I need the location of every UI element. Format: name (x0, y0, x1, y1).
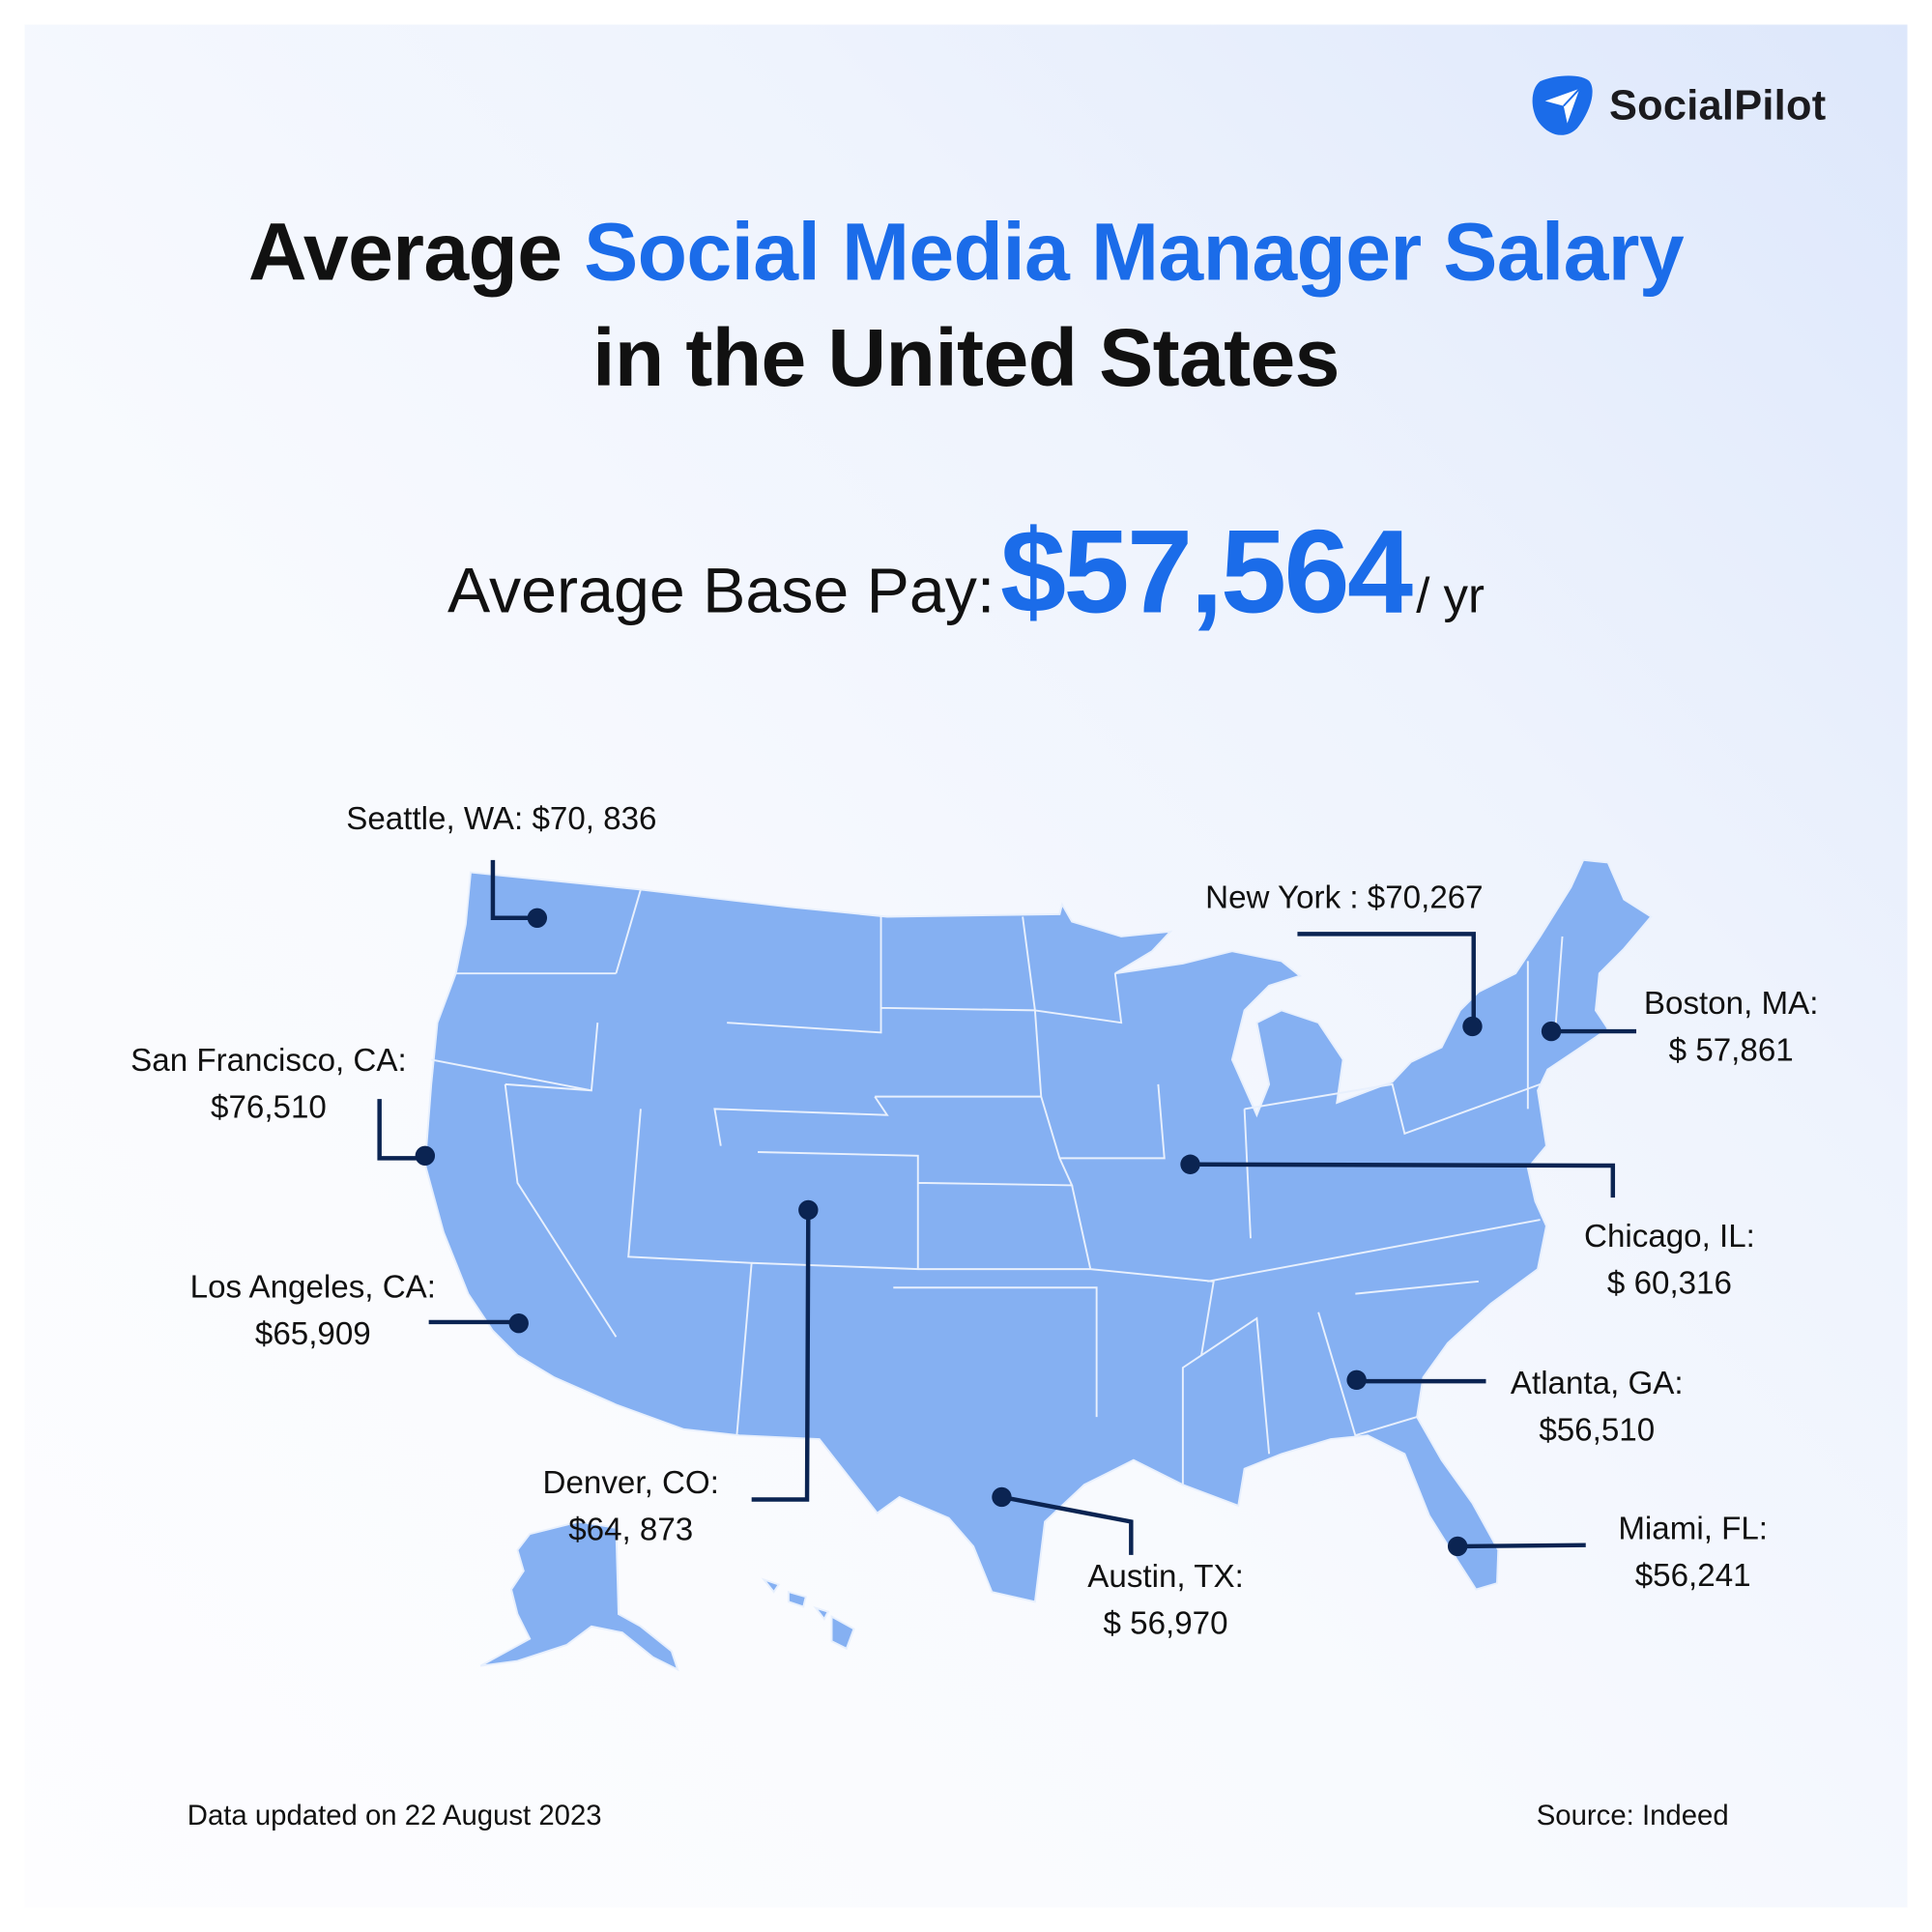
title-line-1: Average Social Media Manager Salary (0, 205, 1932, 299)
pay-value: $57,564 (999, 505, 1413, 639)
source-note: Source: Indeed (1536, 1799, 1729, 1831)
pay-label: Average Base Pay: (447, 555, 995, 627)
marker-austin (992, 1486, 1012, 1508)
marker-atlanta (1346, 1370, 1367, 1391)
callout-boston: Boston, MA: $ 57,861 (1644, 980, 1819, 1074)
sf-leader (377, 1099, 425, 1161)
marker-denver (798, 1199, 819, 1221)
marker-newyork (1462, 1016, 1483, 1037)
callout-los-angeles: Los Angeles, CA: $65,909 (190, 1263, 436, 1357)
callout-austin: Austin, TX: $ 56,970 (1087, 1552, 1244, 1646)
salary-label: $ 60,316 (1606, 1264, 1732, 1302)
marker-chicago (1180, 1154, 1200, 1174)
city-label: Austin, TX: (1087, 1557, 1244, 1595)
callout-denver: Denver, CO: $64, 873 (543, 1458, 719, 1552)
salary-label: $64, 873 (568, 1510, 694, 1548)
salary-label: $ 57,861 (1668, 1031, 1794, 1069)
city-label: Los Angeles, CA: (189, 1267, 436, 1306)
marker-la (508, 1313, 529, 1334)
hawaii (761, 1577, 855, 1651)
city-label: Chicago, IL: (1584, 1217, 1755, 1254)
salary-label: $76,510 (211, 1087, 327, 1125)
contiguous-us (423, 858, 1653, 1603)
city-label: Miami, FL: (1618, 1509, 1769, 1546)
salary-label: $ 56,970 (1103, 1603, 1228, 1642)
marker-boston (1541, 1021, 1562, 1042)
state-borders (431, 889, 1564, 1485)
miami-leader (1457, 1543, 1586, 1549)
paper-plane-icon (1532, 75, 1593, 135)
marker-sf (415, 1145, 436, 1167)
salary-label: $56,241 (1634, 1556, 1751, 1594)
socialpilot-logo: SocialPilot (1528, 72, 1827, 140)
callout-chicago: Chicago, IL: $ 60,316 (1584, 1212, 1755, 1306)
newyork-leader (1297, 932, 1476, 1026)
city-label: New York : $70,267 (1205, 878, 1484, 916)
callout-seattle: Seattle, WA: $70, 836 (346, 794, 656, 841)
callout-san-francisco: San Francisco, CA: $76,510 (130, 1036, 407, 1130)
pay-unit: / yr (1416, 568, 1485, 624)
title-line-2: in the United States (592, 311, 1340, 403)
alaska (479, 1520, 679, 1672)
callout-miami: Miami, FL: $56,241 (1618, 1505, 1768, 1599)
brand-name: SocialPilot (1608, 81, 1827, 130)
salary-label: $65,909 (254, 1314, 371, 1352)
seattle-leader (490, 859, 537, 921)
marker-miami (1447, 1536, 1468, 1557)
average-base-pay: Average Base Pay: $57,564 / yr (0, 505, 1932, 641)
city-label: Atlanta, GA: (1510, 1364, 1684, 1401)
callout-lines (377, 859, 1637, 1555)
title-black: Average (247, 205, 585, 298)
marker-seattle (527, 908, 548, 928)
city-label: San Francisco, CA: (130, 1041, 407, 1079)
callout-atlanta: Atlanta, GA: $56,510 (1511, 1359, 1684, 1453)
denver-leader (751, 1209, 811, 1502)
city-label: Seattle, WA: $70, 836 (346, 799, 657, 837)
data-updated-note: Data updated on 22 August 2023 (187, 1799, 602, 1831)
salary-label: $56,510 (1539, 1410, 1656, 1448)
city-markers (415, 908, 1562, 1557)
callout-new-york: New York : $70,267 (1205, 874, 1483, 920)
city-label: Boston, MA: (1643, 984, 1819, 1022)
title-highlight: Social Media Manager Salary (584, 205, 1685, 298)
city-label: Denver, CO: (542, 1463, 719, 1501)
austin-leader (1001, 1494, 1134, 1555)
chicago-leader (1190, 1162, 1616, 1198)
